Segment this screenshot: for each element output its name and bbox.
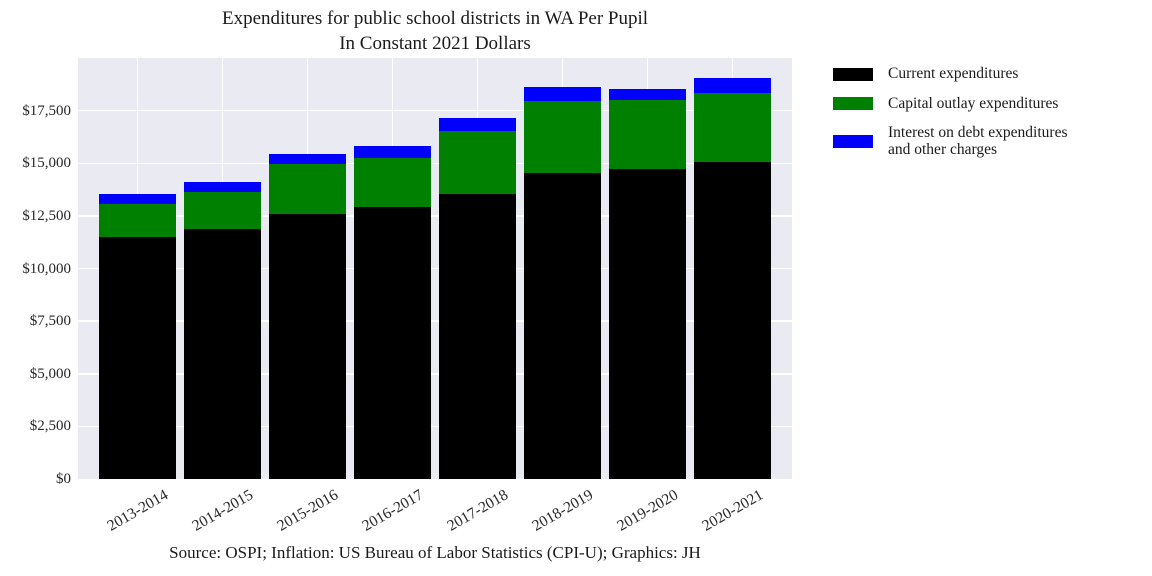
legend-item: Interest on debt expenditures and other … (833, 124, 1143, 158)
legend-item: Current expenditures (833, 65, 1143, 83)
bar-segment-2017-2018 (439, 118, 516, 131)
bar-segment-2014-2015 (184, 191, 261, 229)
bar-segment-2016-2017 (354, 207, 431, 479)
bar-segment-2015-2016 (269, 213, 346, 479)
y-tick-label: $2,500 (29, 418, 71, 435)
legend-swatch (833, 97, 873, 111)
bar-segment-2017-2018 (439, 193, 516, 479)
gridline-horizontal (78, 425, 792, 428)
bar-segment-2015-2016 (269, 153, 346, 165)
x-tick-label: 2015-2016 (273, 486, 341, 535)
bar-segment-2015-2016 (269, 164, 346, 214)
chart-title-line2: In Constant 2021 Dollars (339, 33, 531, 54)
bar-segment-2016-2017 (354, 158, 431, 208)
y-tick-label: $10,000 (22, 260, 71, 277)
bar-segment-2013-2014 (99, 236, 176, 479)
x-tick-label: 2017-2018 (443, 486, 511, 535)
legend-label: Current expenditures (888, 65, 1019, 82)
bar-segment-2019-2020 (609, 168, 686, 479)
bar-segment-2020-2021 (694, 78, 771, 93)
bar-segment-2018-2019 (524, 101, 601, 173)
bar-segment-2017-2018 (439, 130, 516, 194)
bar-segment-2020-2021 (694, 162, 771, 479)
gridline-horizontal (78, 267, 792, 270)
bar-segment-2020-2021 (694, 92, 771, 163)
legend-swatch (833, 67, 873, 81)
x-tick-label: 2020-2021 (698, 486, 766, 535)
y-tick-label: $7,500 (29, 313, 71, 330)
x-tick-label: 2018-2019 (528, 486, 596, 535)
chart-title-line1: Expenditures for public school districts… (221, 8, 649, 29)
source-caption: Source: OSPI; Inflation: US Bureau of La… (169, 543, 701, 562)
legend: Current expenditures Capital outlay expen… (833, 65, 1143, 171)
legend-swatch (833, 135, 873, 148)
bar-segment-2016-2017 (354, 146, 431, 158)
x-tick-label: 2014-2015 (188, 486, 256, 535)
y-tick-label: $5,000 (29, 365, 71, 382)
x-tick-label: 2013-2014 (103, 486, 171, 535)
bar-segment-2018-2019 (524, 172, 601, 479)
bar-segment-2019-2020 (609, 88, 686, 101)
gridline-horizontal (78, 373, 792, 375)
x-tick-label: 2016-2017 (358, 486, 426, 535)
x-tick-label: 2019-2020 (613, 486, 681, 535)
y-tick-label: $15,000 (22, 155, 71, 172)
gridline-horizontal (78, 320, 792, 322)
bar-segment-2014-2015 (184, 182, 261, 192)
x-axis-tick-labels: 2013-2014 2014-2015 2015-2016 2016-2017 2017… (78, 58, 792, 558)
bar-segment-2018-2019 (524, 87, 601, 102)
plot-area (78, 58, 792, 479)
bar-segment-2013-2014 (99, 204, 176, 237)
bar-segment-2013-2014 (99, 193, 176, 205)
gridline-horizontal (78, 109, 792, 112)
y-axis-tick-labels: $0 $2,500 $5,000 $7,500 $10,000 $12,500 $15,00… (0, 58, 71, 487)
gridline-horizontal (78, 162, 792, 164)
y-tick-label: $0 (56, 471, 71, 487)
bar-segment-2014-2015 (184, 228, 261, 479)
legend-label: Capital outlay expenditures (888, 94, 1059, 112)
y-tick-label: $17,500 (22, 102, 71, 119)
legend-item: Capital outlay expenditures (833, 94, 1143, 113)
bar-segment-2019-2020 (609, 100, 686, 169)
legend-label: Interest on debt expenditures and other … (888, 124, 1068, 158)
gridline-horizontal (78, 215, 792, 217)
chart-title: Expenditures for public school districts… (78, 6, 792, 56)
y-tick-label: $12,500 (22, 207, 71, 224)
